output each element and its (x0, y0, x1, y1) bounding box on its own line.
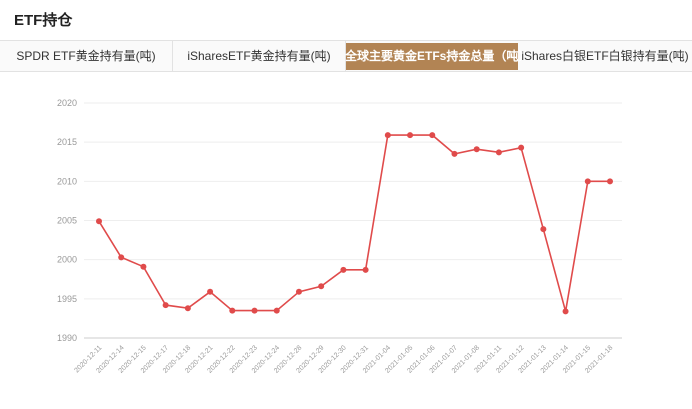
data-point[interactable] (340, 266, 347, 273)
data-point[interactable] (540, 226, 547, 233)
page-title: ETF持仓 (14, 12, 73, 29)
data-point[interactable] (162, 302, 169, 309)
y-tick-label: 2015 (57, 137, 77, 147)
data-point[interactable] (451, 150, 458, 157)
data-point[interactable] (562, 308, 569, 315)
data-point[interactable] (96, 218, 102, 225)
chart-area: 1990 1995 2000 2005 2010 2015 2020 2020-12-11 2… (0, 72, 692, 404)
data-point[interactable] (318, 283, 325, 290)
y-tick-label: 1990 (57, 333, 77, 343)
data-point[interactable] (607, 178, 613, 185)
tab-ishares-gold[interactable]: iSharesETF黄金持有量(吨) (173, 41, 346, 71)
y-tick-label: 2020 (57, 98, 77, 108)
active-tab-highlight (345, 43, 518, 70)
y-axis-labels: 1990 1995 2000 2005 2010 2015 2020 (57, 98, 77, 343)
tab-bar: SPDR ETF黄金持有量(吨) iSharesETF黄金持有量(吨) 全球主要… (0, 40, 692, 72)
data-point[interactable] (384, 132, 391, 139)
data-point[interactable] (362, 266, 369, 273)
data-point[interactable] (251, 307, 258, 314)
data-point[interactable] (118, 254, 125, 261)
data-point[interactable] (140, 263, 147, 270)
y-tick-label: 1995 (57, 294, 77, 304)
data-point[interactable] (184, 305, 191, 312)
data-point[interactable] (473, 146, 480, 153)
y-tick-label: 2000 (57, 255, 77, 265)
data-point[interactable] (584, 178, 591, 185)
data-points (96, 132, 613, 315)
data-point[interactable] (495, 149, 502, 156)
data-point[interactable] (518, 144, 525, 151)
data-point[interactable] (407, 132, 414, 139)
tab-global-gold-etfs[interactable]: 全球主要黄金ETFs持金总量（吨） (345, 49, 531, 63)
data-point[interactable] (273, 307, 280, 314)
data-point[interactable] (295, 288, 302, 295)
line-chart: 1990 1995 2000 2005 2010 2015 2020 2020-12-112… (57, 98, 622, 375)
series-line (98, 134, 610, 312)
data-point[interactable] (429, 132, 436, 139)
grid-lines (84, 102, 622, 339)
x-axis-labels: 2020-12-112020-12-142020-12-152020-12-17… (74, 344, 615, 374)
data-point[interactable] (207, 288, 214, 295)
tab-ishares-silver[interactable]: iShares白银ETF白银持有量(吨) (521, 49, 689, 63)
tab-spdr-gold[interactable]: SPDR ETF黄金持有量(吨) (0, 41, 173, 71)
data-point[interactable] (229, 307, 236, 314)
y-tick-label: 2005 (57, 216, 77, 226)
y-tick-label: 2010 (57, 176, 77, 186)
